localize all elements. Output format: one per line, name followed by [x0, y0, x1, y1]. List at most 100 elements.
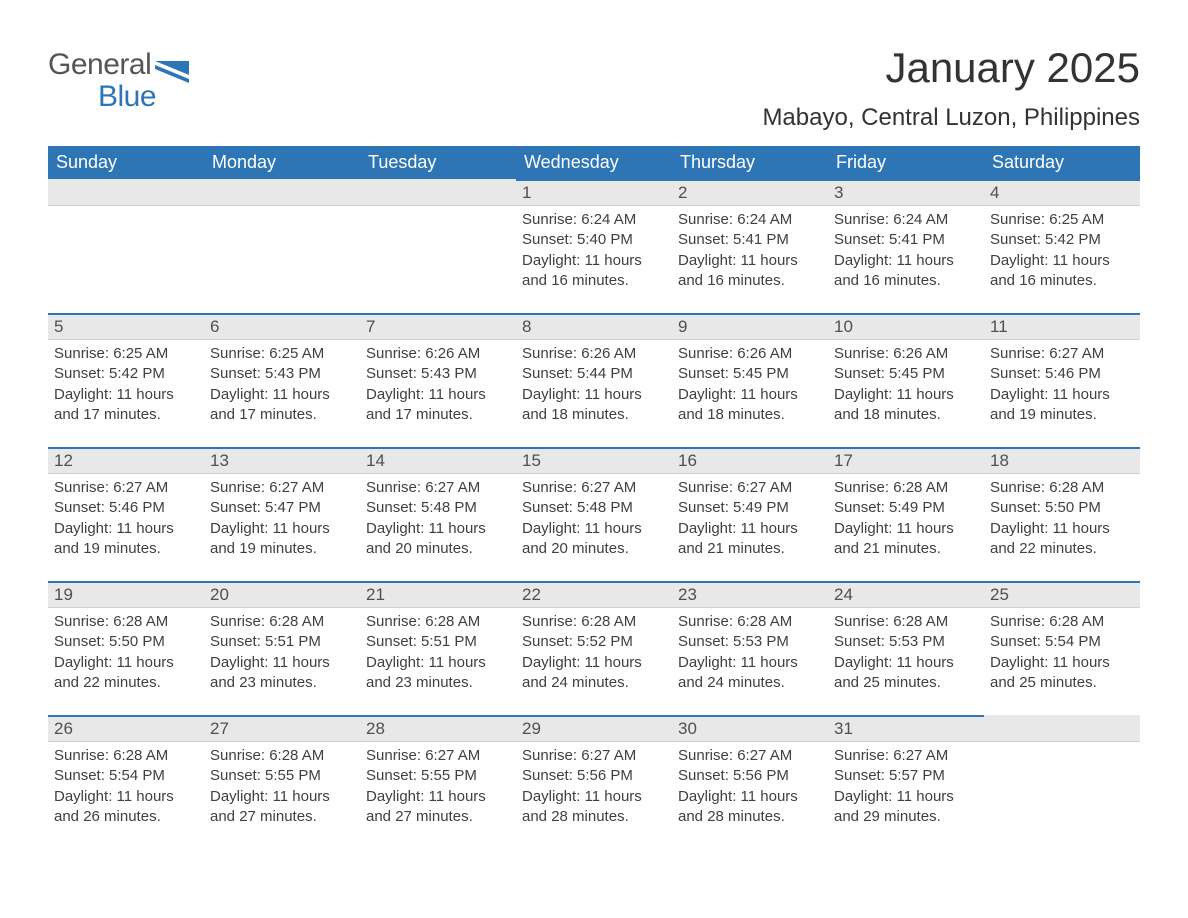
- day-number: 18: [984, 447, 1140, 474]
- table-row: 12Sunrise: 6:27 AMSunset: 5:46 PMDayligh…: [48, 447, 1140, 581]
- location-subtitle: Mabayo, Central Luzon, Philippines: [762, 104, 1140, 132]
- day-details: Sunrise: 6:24 AMSunset: 5:40 PMDaylight:…: [516, 206, 672, 295]
- day-details: Sunrise: 6:26 AMSunset: 5:43 PMDaylight:…: [360, 340, 516, 429]
- day-details: Sunrise: 6:27 AMSunset: 5:56 PMDaylight:…: [672, 742, 828, 831]
- day-number: 22: [516, 581, 672, 608]
- day-details: Sunrise: 6:25 AMSunset: 5:43 PMDaylight:…: [204, 340, 360, 429]
- table-row: 26Sunrise: 6:28 AMSunset: 5:54 PMDayligh…: [48, 715, 1140, 849]
- day-number: 16: [672, 447, 828, 474]
- day-details: Sunrise: 6:24 AMSunset: 5:41 PMDaylight:…: [828, 206, 984, 295]
- calendar-cell: 25Sunrise: 6:28 AMSunset: 5:54 PMDayligh…: [984, 581, 1140, 715]
- day-number: 15: [516, 447, 672, 474]
- day-details: Sunrise: 6:27 AMSunset: 5:57 PMDaylight:…: [828, 742, 984, 831]
- day-details: Sunrise: 6:26 AMSunset: 5:45 PMDaylight:…: [672, 340, 828, 429]
- day-details: Sunrise: 6:25 AMSunset: 5:42 PMDaylight:…: [984, 206, 1140, 295]
- header: General Blue January 2025 Mabayo, Centra…: [48, 44, 1140, 146]
- day-number: 5: [48, 313, 204, 340]
- calendar-cell: 11Sunrise: 6:27 AMSunset: 5:46 PMDayligh…: [984, 313, 1140, 447]
- day-number: 17: [828, 447, 984, 474]
- calendar-cell: 10Sunrise: 6:26 AMSunset: 5:45 PMDayligh…: [828, 313, 984, 447]
- day-details: Sunrise: 6:27 AMSunset: 5:56 PMDaylight:…: [516, 742, 672, 831]
- brand-text-1: General: [48, 48, 151, 81]
- day-details: Sunrise: 6:28 AMSunset: 5:52 PMDaylight:…: [516, 608, 672, 697]
- day-details: Sunrise: 6:27 AMSunset: 5:46 PMDaylight:…: [984, 340, 1140, 429]
- day-number: 29: [516, 715, 672, 742]
- day-number: 20: [204, 581, 360, 608]
- day-details: Sunrise: 6:28 AMSunset: 5:51 PMDaylight:…: [360, 608, 516, 697]
- calendar-cell: 19Sunrise: 6:28 AMSunset: 5:50 PMDayligh…: [48, 581, 204, 715]
- day-number: 24: [828, 581, 984, 608]
- day-number: 26: [48, 715, 204, 742]
- calendar-cell: 23Sunrise: 6:28 AMSunset: 5:53 PMDayligh…: [672, 581, 828, 715]
- calendar-cell: 14Sunrise: 6:27 AMSunset: 5:48 PMDayligh…: [360, 447, 516, 581]
- day-details: Sunrise: 6:26 AMSunset: 5:44 PMDaylight:…: [516, 340, 672, 429]
- column-header: Friday: [828, 146, 984, 179]
- day-details: Sunrise: 6:27 AMSunset: 5:55 PMDaylight:…: [360, 742, 516, 831]
- calendar-cell: 7Sunrise: 6:26 AMSunset: 5:43 PMDaylight…: [360, 313, 516, 447]
- calendar-cell: 21Sunrise: 6:28 AMSunset: 5:51 PMDayligh…: [360, 581, 516, 715]
- calendar-cell: 4Sunrise: 6:25 AMSunset: 5:42 PMDaylight…: [984, 179, 1140, 313]
- day-details: Sunrise: 6:28 AMSunset: 5:50 PMDaylight:…: [984, 474, 1140, 563]
- calendar-cell: 26Sunrise: 6:28 AMSunset: 5:54 PMDayligh…: [48, 715, 204, 849]
- calendar-cell: 5Sunrise: 6:25 AMSunset: 5:42 PMDaylight…: [48, 313, 204, 447]
- day-number: 31: [828, 715, 984, 742]
- column-header: Thursday: [672, 146, 828, 179]
- calendar-cell: 24Sunrise: 6:28 AMSunset: 5:53 PMDayligh…: [828, 581, 984, 715]
- day-details: Sunrise: 6:27 AMSunset: 5:47 PMDaylight:…: [204, 474, 360, 563]
- brand-logo: General Blue: [48, 44, 189, 114]
- day-details: Sunrise: 6:28 AMSunset: 5:50 PMDaylight:…: [48, 608, 204, 697]
- flag-icon: [155, 61, 189, 88]
- column-header: Wednesday: [516, 146, 672, 179]
- day-number: [204, 179, 360, 206]
- day-details: Sunrise: 6:27 AMSunset: 5:48 PMDaylight:…: [360, 474, 516, 563]
- calendar-cell: [204, 179, 360, 313]
- day-details: Sunrise: 6:28 AMSunset: 5:55 PMDaylight:…: [204, 742, 360, 831]
- day-number: 9: [672, 313, 828, 340]
- calendar-cell: 9Sunrise: 6:26 AMSunset: 5:45 PMDaylight…: [672, 313, 828, 447]
- calendar-cell: 2Sunrise: 6:24 AMSunset: 5:41 PMDaylight…: [672, 179, 828, 313]
- calendar-table: SundayMondayTuesdayWednesdayThursdayFrid…: [48, 146, 1140, 849]
- column-header: Saturday: [984, 146, 1140, 179]
- day-number: 10: [828, 313, 984, 340]
- day-number: [48, 179, 204, 206]
- calendar-cell: [48, 179, 204, 313]
- page-title: January 2025: [762, 44, 1140, 92]
- day-details: Sunrise: 6:28 AMSunset: 5:53 PMDaylight:…: [828, 608, 984, 697]
- calendar-cell: 30Sunrise: 6:27 AMSunset: 5:56 PMDayligh…: [672, 715, 828, 849]
- day-number: 4: [984, 179, 1140, 206]
- day-number: 14: [360, 447, 516, 474]
- column-header: Sunday: [48, 146, 204, 179]
- day-number: 25: [984, 581, 1140, 608]
- day-number: 27: [204, 715, 360, 742]
- calendar-cell: 13Sunrise: 6:27 AMSunset: 5:47 PMDayligh…: [204, 447, 360, 581]
- table-row: 1Sunrise: 6:24 AMSunset: 5:40 PMDaylight…: [48, 179, 1140, 313]
- calendar-cell: 1Sunrise: 6:24 AMSunset: 5:40 PMDaylight…: [516, 179, 672, 313]
- day-number: 19: [48, 581, 204, 608]
- calendar-cell: 16Sunrise: 6:27 AMSunset: 5:49 PMDayligh…: [672, 447, 828, 581]
- column-header: Tuesday: [360, 146, 516, 179]
- day-details: Sunrise: 6:24 AMSunset: 5:41 PMDaylight:…: [672, 206, 828, 295]
- calendar-cell: 12Sunrise: 6:27 AMSunset: 5:46 PMDayligh…: [48, 447, 204, 581]
- day-number: 21: [360, 581, 516, 608]
- day-details: Sunrise: 6:25 AMSunset: 5:42 PMDaylight:…: [48, 340, 204, 429]
- day-number: [984, 715, 1140, 742]
- day-number: 11: [984, 313, 1140, 340]
- calendar-cell: 27Sunrise: 6:28 AMSunset: 5:55 PMDayligh…: [204, 715, 360, 849]
- day-number: 2: [672, 179, 828, 206]
- day-details: Sunrise: 6:27 AMSunset: 5:48 PMDaylight:…: [516, 474, 672, 563]
- calendar-header-row: SundayMondayTuesdayWednesdayThursdayFrid…: [48, 146, 1140, 179]
- day-number: 6: [204, 313, 360, 340]
- title-block: January 2025 Mabayo, Central Luzon, Phil…: [762, 44, 1140, 146]
- day-number: 1: [516, 179, 672, 206]
- day-number: 3: [828, 179, 984, 206]
- day-details: Sunrise: 6:27 AMSunset: 5:49 PMDaylight:…: [672, 474, 828, 563]
- day-number: [360, 179, 516, 206]
- calendar-cell: 15Sunrise: 6:27 AMSunset: 5:48 PMDayligh…: [516, 447, 672, 581]
- day-number: 8: [516, 313, 672, 340]
- table-row: 5Sunrise: 6:25 AMSunset: 5:42 PMDaylight…: [48, 313, 1140, 447]
- day-details: Sunrise: 6:28 AMSunset: 5:53 PMDaylight:…: [672, 608, 828, 697]
- calendar-cell: 18Sunrise: 6:28 AMSunset: 5:50 PMDayligh…: [984, 447, 1140, 581]
- day-details: Sunrise: 6:28 AMSunset: 5:54 PMDaylight:…: [48, 742, 204, 831]
- day-details: Sunrise: 6:28 AMSunset: 5:49 PMDaylight:…: [828, 474, 984, 563]
- calendar-cell: [360, 179, 516, 313]
